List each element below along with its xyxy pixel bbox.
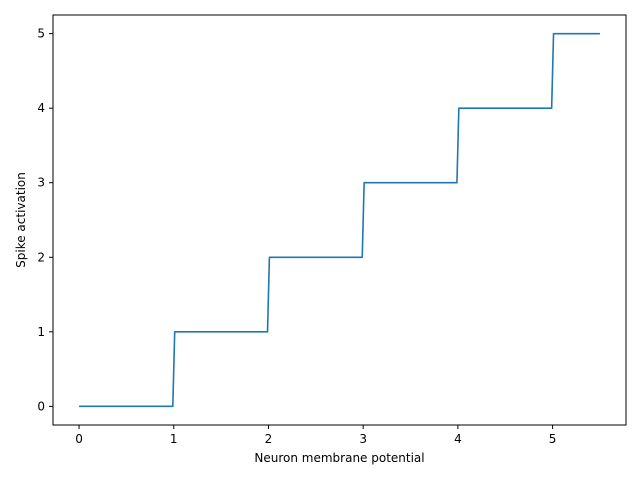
x-axis-ticks: 0 1 2 3 4 5 bbox=[75, 425, 556, 446]
y-tick-label: 0 bbox=[37, 399, 45, 413]
series-line-0 bbox=[79, 32, 600, 408]
x-tick-label: 3 bbox=[359, 432, 367, 446]
y-tick-label: 5 bbox=[37, 27, 45, 41]
y-tick-label: 4 bbox=[37, 101, 45, 115]
x-tick-label: 1 bbox=[170, 432, 178, 446]
plot-area bbox=[79, 32, 600, 408]
x-tick-label: 4 bbox=[454, 432, 462, 446]
x-tick-label: 2 bbox=[265, 432, 273, 446]
axes-frame bbox=[52, 14, 627, 426]
y-tick-label: 1 bbox=[37, 325, 45, 339]
x-tick-label: 5 bbox=[549, 432, 557, 446]
y-axis-label: Spike activation bbox=[14, 172, 28, 268]
x-tick-label: 0 bbox=[75, 432, 83, 446]
x-axis-label: Neuron membrane potential bbox=[254, 451, 424, 465]
y-axis-ticks: 0 1 2 3 4 5 bbox=[37, 27, 53, 413]
y-tick-label: 2 bbox=[37, 250, 45, 264]
y-tick-label: 3 bbox=[37, 176, 45, 190]
